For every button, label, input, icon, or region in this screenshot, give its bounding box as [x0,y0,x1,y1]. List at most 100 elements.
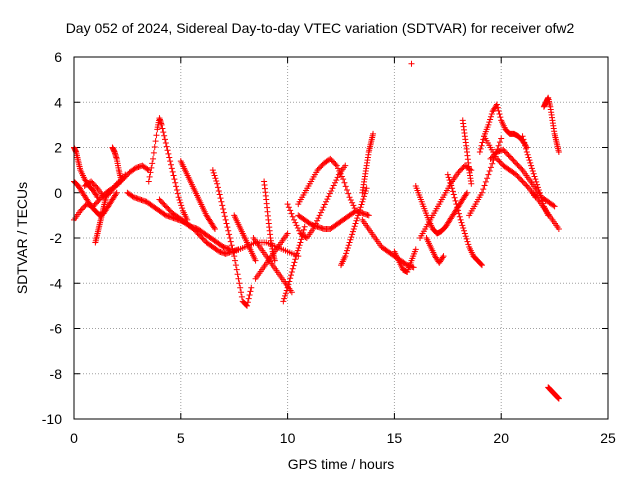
data-point [341,179,348,186]
data-point [337,170,344,177]
data-point [533,178,540,185]
data-point [214,180,221,187]
data-point [524,183,531,190]
data-point [117,176,124,183]
data-point [448,182,455,189]
data-point [233,266,240,273]
data-point [291,216,298,223]
data-point [314,217,321,224]
data-point [478,142,485,149]
y-tick-label: -2 [50,230,63,246]
data-point [165,206,172,213]
data-point [496,158,503,165]
data-point [220,206,227,213]
data-point [167,161,174,168]
data-point [331,159,338,166]
data-point [167,158,174,165]
series-s8 [145,115,191,223]
data-point [487,155,494,162]
data-point [343,250,350,257]
data-point [490,153,497,160]
data-point [293,222,300,229]
data-point [317,164,324,171]
y-tick-label: -6 [50,321,63,337]
data-point [328,157,335,164]
series-s38 [540,94,562,156]
data-point [235,275,242,282]
data-point [342,253,349,260]
data-point [161,211,168,218]
series-s16 [250,235,295,296]
data-point [171,176,178,183]
data-point [285,204,292,211]
data-point [370,130,377,137]
data-point [453,201,460,208]
data-point [282,290,289,297]
data-point [146,173,153,180]
data-point [159,199,166,206]
series-s6 [109,144,124,183]
data-point [445,174,452,181]
data-point [174,190,181,197]
data-point [329,185,336,192]
data-point [129,193,136,200]
data-points [71,60,562,402]
data-point [342,162,349,169]
y-tick-label: -10 [42,411,62,427]
data-point [288,272,295,279]
data-point [353,217,360,224]
data-point [294,225,301,232]
y-axis-label: SDTVAR / TECUs [14,181,30,295]
data-point [195,231,202,238]
data-point [355,209,362,216]
data-point [220,209,227,216]
data-point [212,175,219,182]
data-point [444,171,451,178]
data-point [495,157,502,164]
data-point [523,149,530,156]
data-point [495,142,502,149]
data-point [523,182,530,189]
data-point [295,244,302,251]
data-point [293,250,300,257]
data-point [511,158,518,165]
data-point [537,192,544,199]
data-point [236,280,243,287]
data-point [280,298,287,305]
data-point [519,178,526,185]
data-point [158,121,165,128]
data-point [161,201,168,208]
series-s23 [359,130,377,196]
data-point [244,302,251,309]
data-point [332,179,339,186]
data-point [149,160,156,167]
data-point [349,231,356,238]
data-point [219,202,226,209]
data-point [514,161,521,168]
data-point [402,261,409,268]
data-point [248,284,255,291]
data-point [79,205,86,212]
data-point [516,175,523,182]
data-point [459,222,466,229]
data-point [92,200,99,207]
data-point [344,244,351,251]
data-point [159,125,166,132]
data-point [123,172,130,179]
data-point [326,190,333,197]
data-point [494,104,501,111]
data-point [144,166,151,173]
data-point [477,145,484,152]
data-point [524,151,531,158]
data-point [555,225,562,232]
data-point [522,142,529,149]
data-point [173,187,180,194]
data-point [164,204,171,211]
data-point [458,166,465,173]
data-point [479,139,486,146]
data-point [193,228,200,235]
data-point [232,262,239,269]
series-s26 [408,60,415,67]
data-point [521,139,528,146]
data-point [352,220,359,227]
